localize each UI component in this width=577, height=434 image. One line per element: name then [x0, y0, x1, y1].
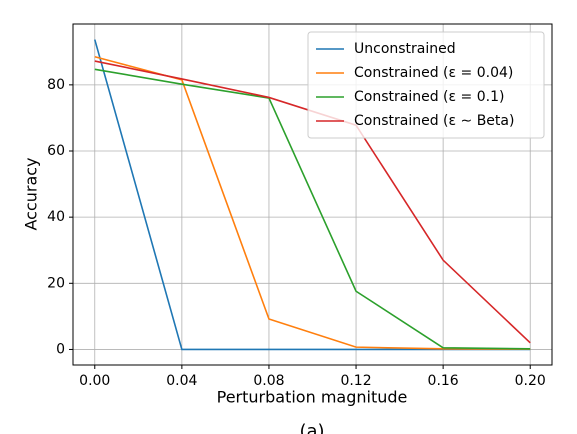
plot-frame: [72, 23, 553, 366]
y-tick-label: 60: [47, 143, 65, 159]
x-tick-label: 0.00: [79, 373, 110, 389]
series-line: [94, 68, 531, 350]
y-tick-label: 80: [47, 77, 65, 93]
x-tick-label: 0.16: [428, 373, 459, 389]
legend-label: Constrained (ε ∼ Beta): [354, 113, 514, 129]
x-tick-label: 0.12: [340, 373, 371, 389]
x-tick-label: 0.08: [253, 373, 284, 389]
legend-label: Unconstrained: [354, 41, 456, 57]
y-tick-label: 0: [56, 341, 65, 357]
x-tick-label: 0.04: [166, 373, 197, 389]
legend: Unconstrained Constrained (ε = 0.04) Const…: [307, 31, 545, 139]
legend-box: [307, 31, 545, 139]
y-tick-label: 20: [47, 275, 65, 291]
legend-label: Constrained (ε = 0.1): [354, 89, 504, 105]
x-axis-label: Perturbation magnitude: [217, 388, 408, 407]
caption: (a): [299, 421, 324, 434]
y-tick-label: 40: [47, 209, 65, 225]
x-tick-label: 0.20: [515, 373, 546, 389]
legend-label: Constrained (ε = 0.04): [354, 65, 513, 81]
y-axis-label: Accuracy: [22, 157, 41, 230]
